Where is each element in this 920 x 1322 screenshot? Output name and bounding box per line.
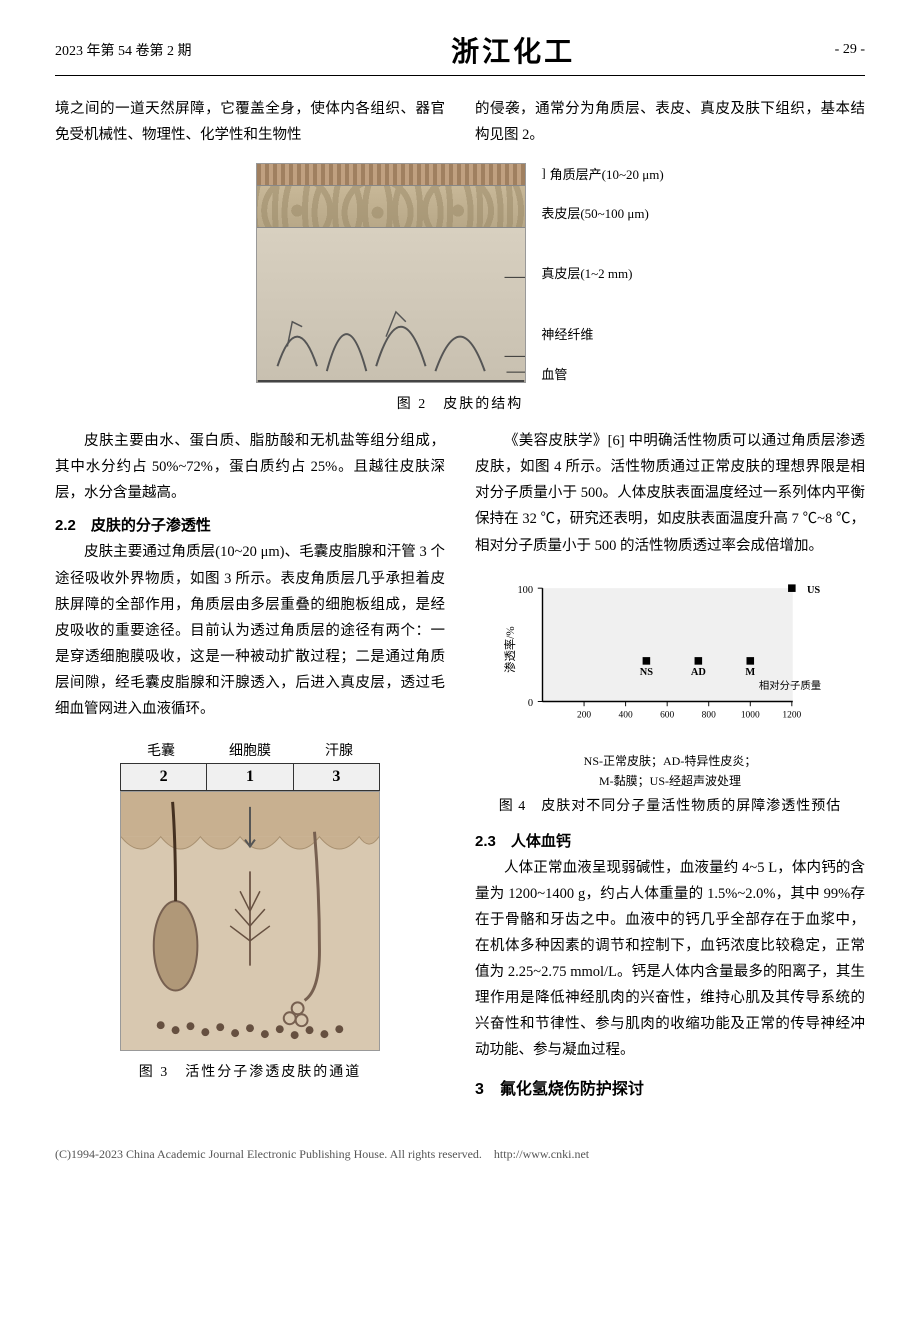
header-issue: 2023 年第 54 卷第 2 期 [55, 40, 192, 60]
top-para-right: 的侵袭，通常分为角质层、表皮、真皮及肤下组织，基本结构见图 2。 [475, 96, 865, 148]
page-number: - 29 - [835, 42, 865, 58]
epidermis-layer [257, 186, 525, 228]
dermis-layer [257, 228, 525, 382]
journal-title: 浙江化工 [451, 30, 575, 70]
svg-text:M: M [745, 667, 755, 678]
chart-svg: 100 0 渗透率/% 200 400 600 800 1000 1200 [500, 574, 840, 744]
fig4-legend-1: NS-正常皮肤；AD-特异性皮炎； [500, 752, 840, 769]
dermis-svg [257, 228, 525, 382]
num-2: 2 [121, 764, 207, 790]
sec-2-3-para: 人体正常血液呈现弱碱性，血液量约 4~5 L，体内钙的含量为 1200~1400… [475, 855, 865, 1064]
stratum-corneum-layer [257, 164, 525, 186]
chart-ylabel: 渗透率/% [503, 625, 517, 672]
figure-3-labels: 毛囊 细胞膜 汗腺 [120, 740, 380, 760]
label-dermis: 真皮层(1~2 mm) [541, 263, 632, 282]
svg-text:相对分子质量: 相对分子质量 [759, 679, 821, 692]
figure-4-caption: 图 4 皮肤对不同分子量活性物质的屏障渗透性预估 [475, 795, 865, 815]
label-hair-follicle: 毛囊 [147, 740, 175, 760]
left-column: 皮肤主要由水、蛋白质、脂肪酸和无机盐等组分组成，其中水分约占 50%~72%，蛋… [55, 428, 445, 1105]
page-header: 2023 年第 54 卷第 2 期 浙江化工 - 29 - [55, 30, 865, 76]
figure-3-numbers: 2 1 3 [120, 763, 380, 791]
right-para-1: 《美容皮肤学》[6] 中明确活性物质可以通过角质层渗透皮肤，如图 4 所示。活性… [475, 428, 865, 558]
figure-3-box: 毛囊 细胞膜 汗腺 2 1 3 [120, 740, 380, 1051]
fig4-legend-2: M-黏膜；US-经超声波处理 [500, 772, 840, 789]
skin-labels: ]角质层产(10~20 μm) 表皮层(50~100 μm) 真皮层(1~2 m… [541, 163, 663, 383]
figure-4-chart: 100 0 渗透率/% 200 400 600 800 1000 1200 [500, 574, 840, 789]
svg-text:NS: NS [640, 667, 653, 678]
label-vessel: 血管 [541, 364, 567, 383]
figure-2-caption: 图 2 皮肤的结构 [55, 393, 865, 413]
top-para-left: 境之间的一道天然屏障，它覆盖全身，使体内各组织、器官免受机械性、物理性、化学性和… [55, 96, 445, 148]
skin-label-3: 真皮层(1~2 mm) [541, 241, 663, 303]
svg-text:200: 200 [577, 710, 591, 720]
skin-label-4: 神经纤维 [541, 303, 663, 363]
sec-3-title: 3 氟化氢烧伤防护探讨 [475, 1075, 865, 1099]
svg-text:AD: AD [691, 667, 706, 678]
skin-image [256, 163, 526, 383]
svg-text:800: 800 [702, 710, 716, 720]
svg-text:1200: 1200 [782, 710, 801, 720]
sec-2-2-title: 2.2 皮肤的分子渗透性 [55, 514, 445, 535]
figure-3-caption: 图 3 活性分子渗透皮肤的通道 [55, 1061, 445, 1081]
top-paragraph-row: 境之间的一道天然屏障，它覆盖全身，使体内各组织、器官免受机械性、物理性、化学性和… [55, 96, 865, 148]
para-skin-composition: 皮肤主要由水、蛋白质、脂肪酸和无机盐等组分组成，其中水分约占 50%~72%，蛋… [55, 428, 445, 506]
label-stratum-corneum: 角质层产(10~20 μm) [550, 164, 664, 183]
svg-text:400: 400 [619, 710, 633, 720]
figure-2: ]角质层产(10~20 μm) 表皮层(50~100 μm) 真皮层(1~2 m… [55, 163, 865, 413]
right-column: 《美容皮肤学》[6] 中明确活性物质可以通过角质层渗透皮肤，如图 4 所示。活性… [475, 428, 865, 1105]
main-columns: 皮肤主要由水、蛋白质、脂肪酸和无机盐等组分组成，其中水分约占 50%~72%，蛋… [55, 428, 865, 1105]
label-sweat-gland: 汗腺 [325, 740, 353, 760]
sec-2-2-para: 皮肤主要通过角质层(10~20 μm)、毛囊皮脂腺和汗管 3 个途径吸收外界物质… [55, 539, 445, 722]
svg-text:US: US [807, 585, 820, 596]
svg-text:600: 600 [660, 710, 674, 720]
label-nerve: 神经纤维 [541, 324, 593, 343]
svg-text:0: 0 [528, 698, 533, 709]
figure-4: 100 0 渗透率/% 200 400 600 800 1000 1200 [475, 574, 865, 815]
svg-text:1000: 1000 [741, 710, 760, 720]
page-footer: (C)1994-2023 China Academic Journal Elec… [55, 1135, 865, 1162]
num-3: 3 [294, 764, 379, 790]
label-epidermis: 表皮层(50~100 μm) [541, 203, 649, 222]
sec-2-3-title: 2.3 人体血钙 [475, 830, 865, 851]
label-cell-membrane: 细胞膜 [229, 740, 271, 760]
num-1: 1 [207, 764, 293, 790]
skin-label-5: 血管 [541, 363, 663, 383]
figure-3-illustration [120, 791, 380, 1051]
skin-label-2: 表皮层(50~100 μm) [541, 183, 663, 241]
svg-text:100: 100 [517, 585, 533, 596]
figure-3: 毛囊 细胞膜 汗腺 2 1 3 [55, 740, 445, 1081]
skin-label-1: ]角质层产(10~20 μm) [541, 163, 663, 183]
skin-diagram: ]角质层产(10~20 μm) 表皮层(50~100 μm) 真皮层(1~2 m… [55, 163, 865, 383]
